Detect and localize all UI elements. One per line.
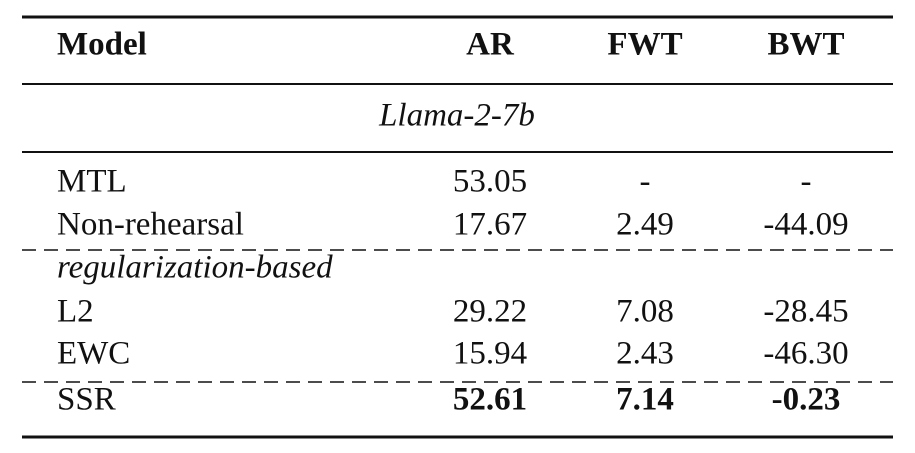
row-cell: 29.22 bbox=[453, 294, 527, 330]
final-row-cell: -0.23 bbox=[772, 382, 841, 418]
row-cell: 2.49 bbox=[616, 207, 674, 243]
row-cell: -44.09 bbox=[763, 207, 848, 243]
header-cell: BWT bbox=[767, 27, 844, 63]
row-cell: 7.08 bbox=[616, 294, 674, 330]
row-cell: 2.43 bbox=[616, 336, 674, 372]
row-cell: - bbox=[801, 164, 812, 200]
group-label: regularization-based bbox=[57, 250, 333, 286]
row-cell: -46.30 bbox=[763, 336, 848, 372]
header-cell: AR bbox=[466, 27, 515, 63]
header-label: Model bbox=[57, 27, 147, 63]
row-cell: 15.94 bbox=[453, 336, 527, 372]
final-row-cell: 52.61 bbox=[453, 382, 527, 418]
final-row-cell: 7.14 bbox=[616, 382, 674, 418]
row-cell: 53.05 bbox=[453, 164, 527, 200]
row-label: EWC bbox=[57, 336, 130, 372]
final-row-label: SSR bbox=[57, 382, 116, 418]
row-label: Non-rehearsal bbox=[57, 207, 244, 243]
section-label: Llama-2-7b bbox=[378, 98, 535, 134]
row-cell: - bbox=[640, 164, 651, 200]
row-cell: 17.67 bbox=[453, 207, 527, 243]
row-cell: -28.45 bbox=[763, 294, 848, 330]
row-label: L2 bbox=[57, 294, 94, 330]
header-cell: FWT bbox=[607, 27, 682, 63]
row-label: MTL bbox=[57, 164, 127, 200]
